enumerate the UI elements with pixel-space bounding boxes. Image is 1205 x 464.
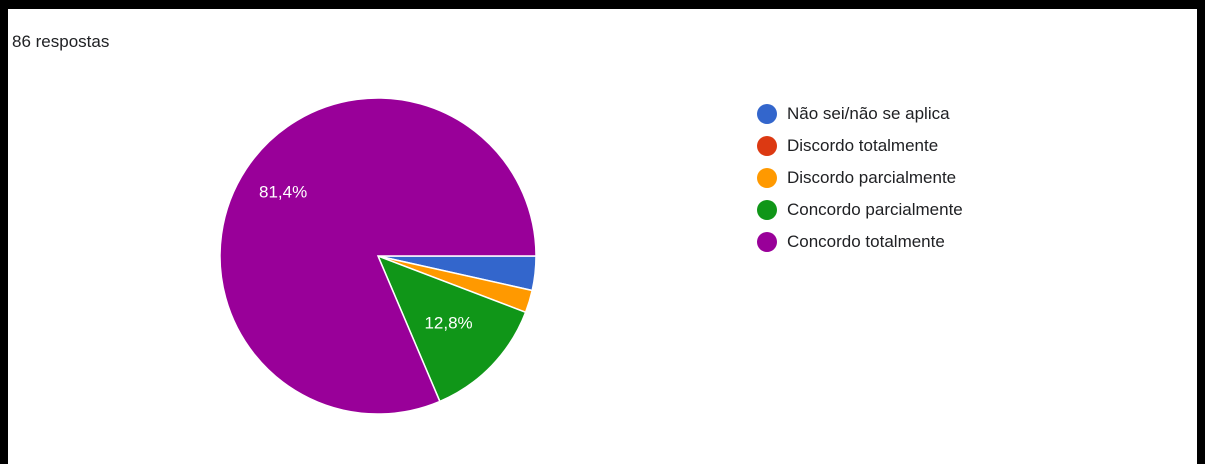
legend-label: Discordo parcialmente: [787, 167, 957, 187]
legend-swatch-icon: [757, 167, 777, 188]
pie-slice-label-4: 81,4%: [259, 183, 307, 202]
legend-label: Concordo parcialmente: [787, 199, 963, 219]
legend-item-0: Não sei/não se aplica: [757, 102, 963, 125]
legend-swatch-icon: [757, 135, 777, 156]
legend-swatch-icon: [757, 199, 777, 220]
legend-item-4: Concordo totalmente: [757, 230, 963, 253]
legend-swatch-icon: [757, 231, 777, 252]
legend-item-1: Discordo totalmente: [757, 134, 963, 157]
pie-slice-3: [376, 254, 527, 403]
legend-label: Discordo totalmente: [787, 135, 939, 155]
response-count: 86 respostas: [12, 32, 110, 51]
legend-label: Não sei/não se aplica: [787, 103, 950, 123]
legend-item-3: Concordo parcialmente: [757, 198, 963, 221]
pie-slice-label-3: 12,8%: [424, 313, 472, 332]
legend-swatch-icon: [757, 103, 777, 124]
legend-item-2: Discordo parcialmente: [757, 166, 963, 189]
pie-slice-4: [219, 97, 537, 415]
legend-label: Concordo totalmente: [787, 231, 945, 251]
chart-legend: Não sei/não se aplica Discordo totalmente…: [757, 102, 963, 262]
